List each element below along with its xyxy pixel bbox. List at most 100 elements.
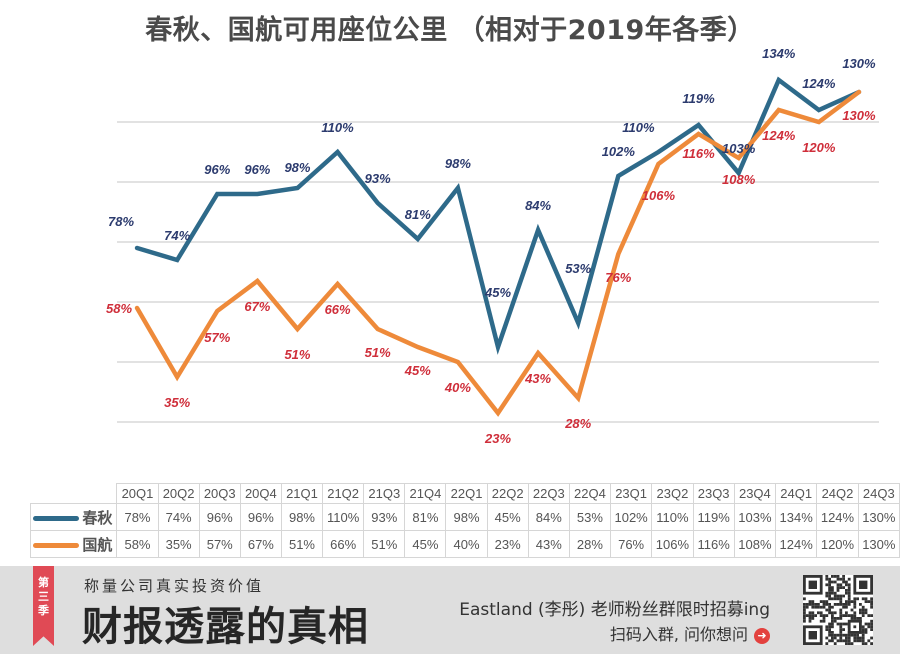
- table-cell: 119%: [692, 503, 735, 531]
- data-label: 103%: [722, 141, 756, 156]
- data-label: 74%: [164, 228, 190, 243]
- table-cell: 103%: [733, 503, 777, 531]
- table-cell: 96%: [239, 503, 282, 531]
- data-label: 23%: [484, 431, 511, 446]
- table-cell: 35%: [157, 530, 200, 558]
- data-label: 124%: [802, 76, 836, 91]
- category-label: 22Q3: [527, 483, 570, 504]
- chart-title: 春秋、国航可用座位公里 （相对于2019年各季）: [145, 15, 755, 46]
- table-cell: 110%: [322, 503, 365, 531]
- category-label: 20Q1: [116, 483, 159, 504]
- table-header-row: 20Q1 20Q2 20Q3 20Q4 21Q1 21Q2 21Q3 21Q4 22Q1 22Q2…: [30, 483, 900, 504]
- qr-code-icon[interactable]: [803, 575, 873, 645]
- category-label: 20Q3: [198, 483, 241, 504]
- table-cell: 96%: [198, 503, 241, 531]
- data-label: 57%: [204, 330, 230, 345]
- banner-main-title: 财报透露的真相: [82, 603, 369, 650]
- category-label: 21Q4: [404, 483, 447, 504]
- series-line-guohang: [134, 89, 862, 417]
- series-line-chunqiu: [134, 76, 862, 355]
- table-cell: 74%: [157, 503, 200, 531]
- data-label: 35%: [164, 395, 190, 410]
- data-label: 45%: [484, 285, 511, 300]
- table-cell: 84%: [527, 503, 570, 531]
- data-label: 93%: [365, 171, 391, 186]
- table-cell: 45%: [486, 503, 529, 531]
- category-label: 21Q3: [363, 483, 406, 504]
- table-cell: 23%: [486, 530, 529, 558]
- legend-label-b: 国航: [82, 536, 113, 554]
- data-label: 110%: [622, 120, 655, 135]
- table-cell: 78%: [116, 503, 159, 531]
- data-label: 124%: [762, 128, 796, 143]
- data-label: 78%: [108, 214, 134, 229]
- table-cell: 110%: [651, 503, 694, 531]
- table-cell: 130%: [857, 503, 900, 531]
- data-label: 45%: [404, 363, 431, 378]
- table-cell: 98%: [445, 503, 488, 531]
- category-label: 21Q1: [280, 483, 324, 504]
- category-label: 21Q2: [322, 483, 365, 504]
- promo-cta[interactable]: 扫码入群, 问你想问 ➜: [610, 621, 770, 645]
- table-cell: 58%: [116, 530, 159, 558]
- legend-series-a: 春秋: [29, 503, 118, 531]
- data-label: 106%: [642, 188, 676, 203]
- data-label: 51%: [365, 345, 391, 360]
- category-label: 24Q1: [775, 483, 818, 504]
- table-row-series-a: 春秋 78% 74% 96% 96% 98% 110% 93% 81% 98% 45% 84% 53%…: [29, 503, 900, 531]
- data-label: 66%: [325, 302, 351, 317]
- table-cell: 108%: [733, 530, 777, 558]
- data-label: 130%: [842, 108, 876, 123]
- data-label: 28%: [564, 416, 591, 431]
- data-label: 53%: [565, 261, 591, 276]
- data-label: 96%: [204, 162, 230, 177]
- table-cell: 57%: [198, 530, 241, 558]
- data-label: 119%: [682, 91, 715, 106]
- data-label: 43%: [524, 371, 551, 386]
- data-label: 120%: [802, 140, 836, 155]
- table-cell: 43%: [527, 530, 570, 558]
- data-label: 102%: [602, 144, 636, 159]
- data-label: 98%: [445, 156, 471, 171]
- banner-subtitle: 称量公司真实投资价值: [84, 577, 265, 595]
- arrow-right-icon[interactable]: ➜: [754, 627, 770, 644]
- data-label: 98%: [284, 160, 310, 175]
- table-cell: 93%: [363, 503, 406, 531]
- data-table: 20Q1 20Q2 20Q3 20Q4 21Q1 21Q2 21Q3 21Q4 22Q1 22Q2…: [29, 483, 900, 558]
- legend-series-b: 国航: [29, 530, 118, 558]
- table-cell: 53%: [568, 503, 611, 531]
- table-cell: 120%: [816, 530, 859, 558]
- table-row-series-b: 国航 58% 35% 57% 67% 51% 66% 51% 45% 40% 23% 43% 28% 7…: [29, 530, 900, 558]
- category-label: 22Q4: [568, 483, 611, 504]
- promo-cta-text: 扫码入群, 问你想问: [609, 625, 748, 644]
- line-chart: 78% 74% 96% 96% 98% 110% 93% 81% 98% 45% 84% 53% 102…: [106, 46, 879, 446]
- table-cell: 116%: [692, 530, 735, 558]
- data-label: 116%: [682, 146, 715, 161]
- table-cell: 106%: [651, 530, 694, 558]
- data-label: 81%: [405, 207, 431, 222]
- data-label: 110%: [321, 120, 354, 135]
- data-label: 51%: [284, 347, 310, 362]
- category-label: 23Q2: [651, 483, 694, 504]
- season-ribbon: 第三季: [33, 566, 54, 646]
- category-label: 23Q4: [733, 483, 777, 504]
- category-label: 22Q1: [445, 483, 488, 504]
- table-corner: [30, 483, 118, 504]
- legend-swatch-b: [33, 543, 80, 549]
- category-label: 23Q3: [692, 483, 735, 504]
- table-cell: 45%: [404, 530, 447, 558]
- data-label: 108%: [722, 172, 756, 187]
- ribbon-text: 第三季: [38, 576, 49, 617]
- table-cell: 124%: [775, 530, 818, 558]
- table-cell: 98%: [280, 503, 324, 531]
- legend-label-a: 春秋: [82, 509, 113, 527]
- table-cell: 51%: [280, 530, 324, 558]
- promo-text: Eastland (李彤) 老师粉丝群限时招募ing: [459, 600, 770, 620]
- category-label: 23Q1: [609, 483, 653, 504]
- table-cell: 28%: [568, 530, 611, 558]
- data-label: 67%: [244, 299, 270, 314]
- data-label: 96%: [244, 162, 270, 177]
- table-cell: 134%: [775, 503, 818, 531]
- data-label: 84%: [525, 198, 551, 213]
- table-cell: 66%: [322, 530, 365, 558]
